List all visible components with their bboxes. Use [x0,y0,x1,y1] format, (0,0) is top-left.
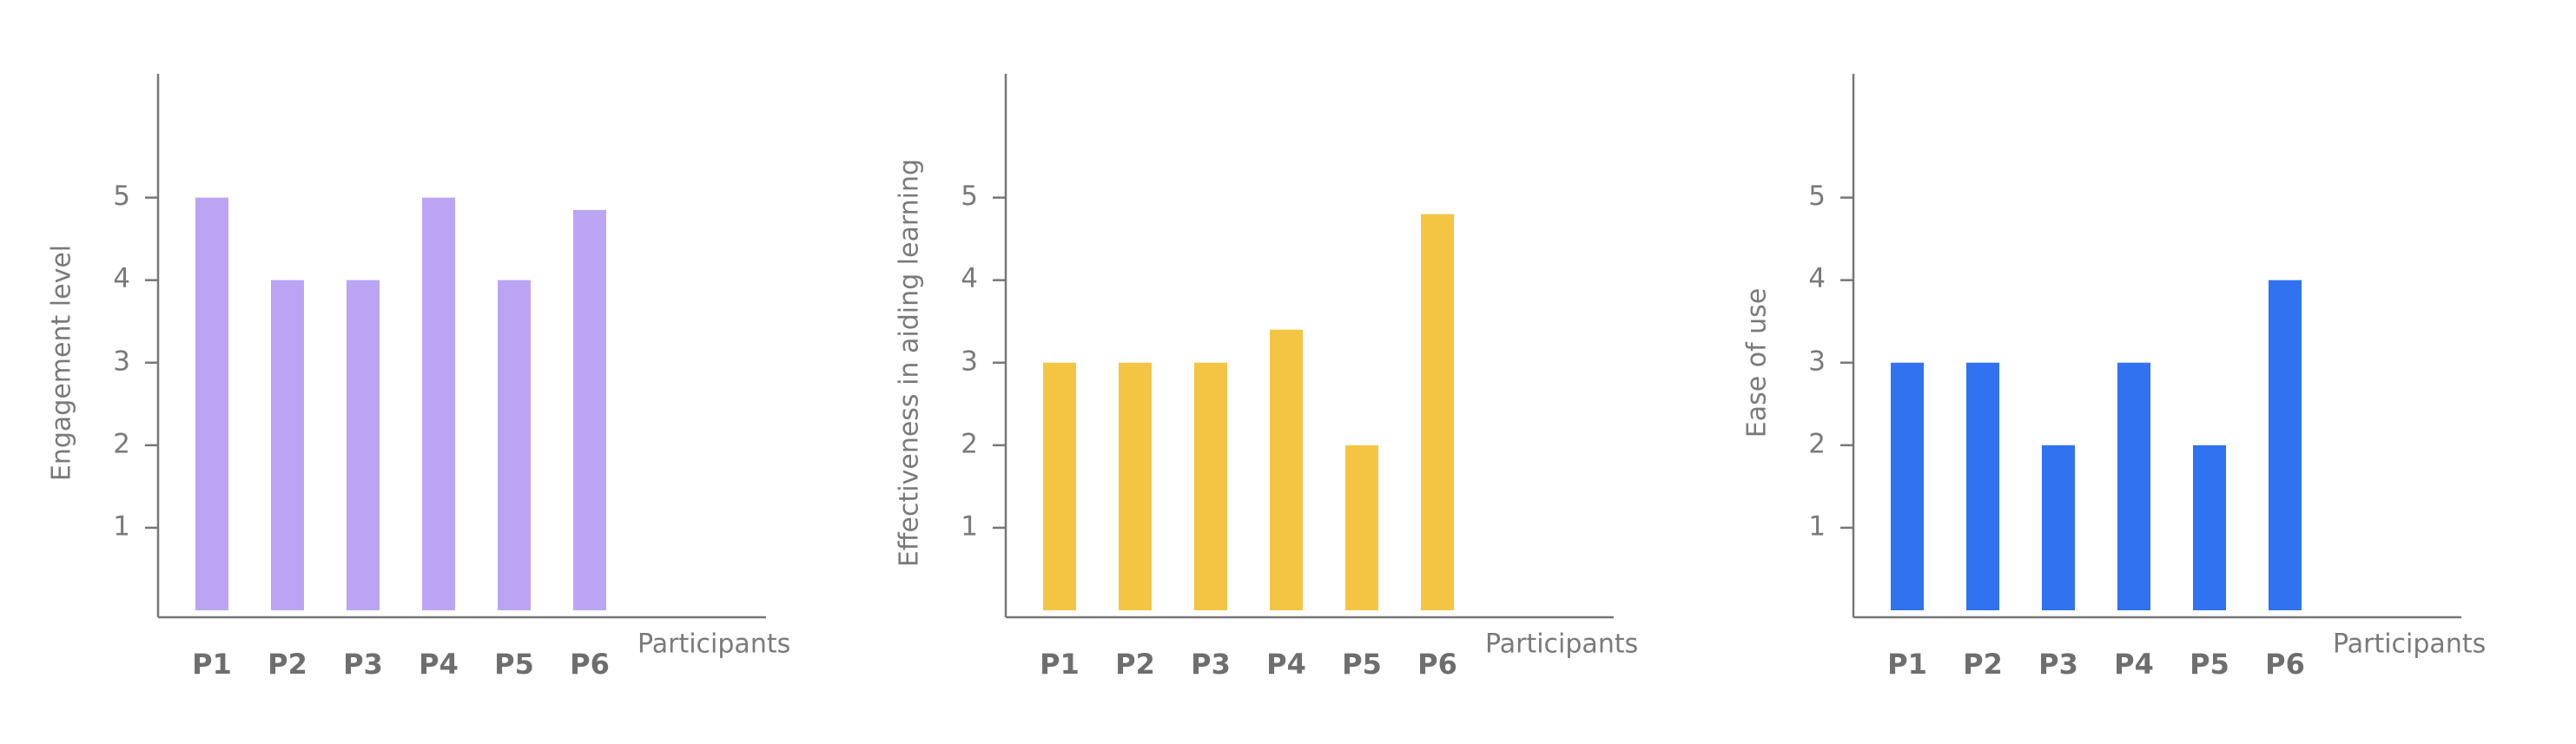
y-tick-label: 2 [1808,428,1826,459]
y-tick-label: 5 [961,181,978,212]
bar [498,280,531,610]
bar [422,197,455,610]
y-tick-label: 5 [1808,181,1826,212]
bar [2269,280,2302,610]
x-tick-label: P2 [1115,648,1155,681]
bar [1966,362,1999,610]
bar [1194,362,1227,610]
x-axis-title: Participants [2333,629,2486,660]
bar [1421,214,1454,610]
y-tick-label: 3 [113,346,130,377]
bar [2042,444,2075,610]
x-tick-label: P3 [2038,648,2078,681]
bar [1270,329,1303,610]
x-tick-label: P6 [2265,648,2305,681]
bar [2193,444,2226,610]
x-tick-label: P3 [343,648,383,681]
x-tick-label: P1 [1040,648,1080,681]
y-tick-label: 3 [961,346,978,377]
bar [1345,444,1378,610]
bar [573,209,606,610]
x-tick-label: P2 [268,648,307,681]
bar [1119,362,1152,610]
y-tick-label: 3 [1808,346,1826,377]
x-tick-label: P4 [419,648,459,681]
x-tick-label: P1 [1887,648,1927,681]
y-tick-label: 5 [113,181,130,212]
y-tick-label: 4 [1808,263,1826,294]
y-axis-title: Ease of use [1742,288,1773,438]
bar [2117,362,2150,610]
x-tick-label: P2 [1963,648,2003,681]
x-tick-label: P4 [2114,648,2154,681]
y-axis-title: Engagement level [47,245,77,481]
bar [195,197,228,610]
y-tick-label: 2 [961,428,978,459]
x-tick-label: P4 [1266,648,1306,681]
bar [1043,362,1076,610]
y-tick-label: 1 [961,510,978,542]
x-tick-label: P1 [192,648,232,681]
x-axis-title: Participants [1485,629,1638,660]
y-tick-label: 2 [113,428,130,459]
x-tick-label: P5 [494,648,534,681]
x-axis-title: Participants [637,629,790,660]
y-tick-label: 4 [961,263,978,294]
x-tick-label: P3 [1191,648,1231,681]
bar [271,280,304,610]
y-tick-label: 4 [113,263,130,294]
x-tick-label: P6 [570,648,610,681]
x-tick-label: P5 [2190,648,2229,681]
y-tick-label: 1 [113,510,130,542]
y-axis-title: Effectiveness in aiding learning [895,159,925,567]
bar [347,280,380,610]
bar [1891,362,1924,610]
x-tick-label: P5 [1342,648,1382,681]
x-tick-label: P6 [1417,648,1457,681]
y-tick-label: 1 [1808,510,1826,542]
